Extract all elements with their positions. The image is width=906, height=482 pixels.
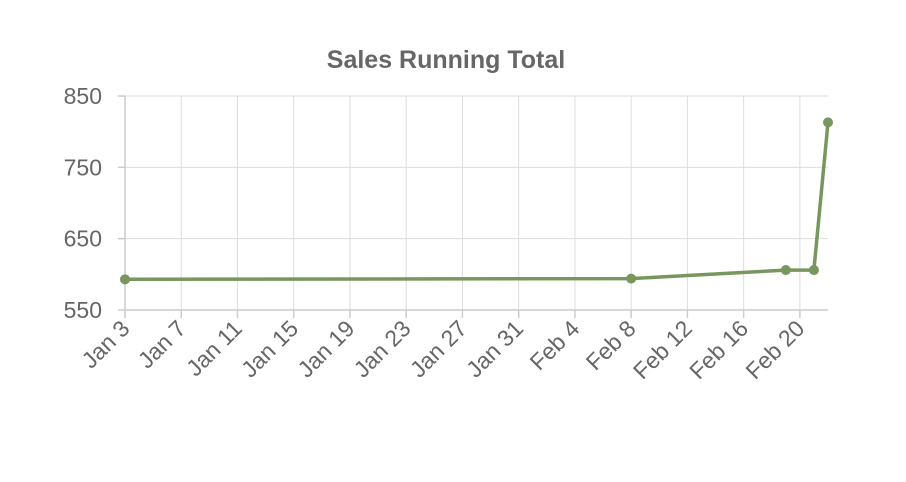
y-tick-label: 550: [64, 297, 102, 323]
data-point[interactable]: [780, 265, 791, 276]
data-point[interactable]: [808, 265, 819, 276]
x-tick-label: Jan 19: [292, 315, 359, 382]
x-tick-label: Jan 31: [461, 315, 528, 382]
x-tick-label: Feb 4: [524, 315, 584, 375]
series-line: [124, 122, 830, 282]
data-point[interactable]: [626, 273, 637, 284]
series-layer: [120, 117, 833, 285]
y-axis-ticks: 550 650 750 850: [64, 83, 125, 323]
x-tick-label: Jan 3: [76, 315, 134, 373]
x-tick-label: Jan 27: [405, 315, 472, 382]
x-tick-label: Jan 23: [349, 315, 416, 382]
x-tick-label: Feb 12: [628, 315, 697, 384]
data-point[interactable]: [823, 117, 833, 128]
x-tick-label: Feb 16: [684, 315, 753, 384]
y-tick-label: 650: [64, 226, 102, 252]
data-point[interactable]: [120, 274, 130, 285]
y-tick-label: 850: [64, 83, 102, 109]
y-tick-label: 750: [64, 154, 102, 180]
x-tick-label: Feb 20: [740, 315, 809, 384]
x-tick-label: Jan 15: [236, 315, 303, 382]
x-tick-label: Jan 11: [181, 315, 247, 381]
chart-title: Sales Running Total: [327, 46, 565, 74]
